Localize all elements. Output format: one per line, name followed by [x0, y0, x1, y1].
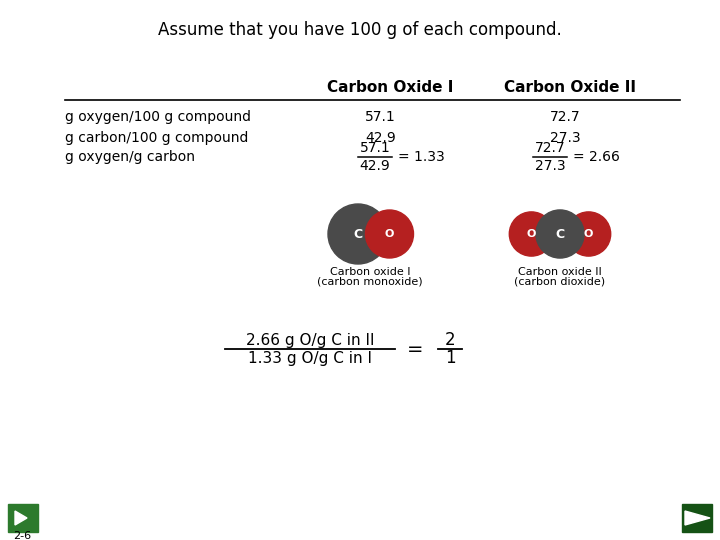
- Text: 57.1: 57.1: [359, 141, 390, 155]
- Text: 42.9: 42.9: [365, 131, 396, 145]
- Text: 2.66 g O/g C in II: 2.66 g O/g C in II: [246, 333, 374, 348]
- Text: 57.1: 57.1: [365, 110, 396, 124]
- Text: 2: 2: [445, 331, 455, 349]
- Ellipse shape: [536, 210, 584, 258]
- Text: Carbon oxide II: Carbon oxide II: [518, 267, 602, 277]
- Text: O: O: [584, 229, 593, 239]
- Text: g carbon/100 g compound: g carbon/100 g compound: [65, 131, 248, 145]
- Text: 72.7: 72.7: [535, 141, 565, 155]
- Bar: [682, 504, 712, 532]
- Text: 27.3: 27.3: [535, 159, 565, 173]
- Text: 27.3: 27.3: [550, 131, 580, 145]
- Polygon shape: [15, 511, 27, 525]
- Text: Carbon Oxide II: Carbon Oxide II: [504, 80, 636, 96]
- Text: 1.33 g O/g C in I: 1.33 g O/g C in I: [248, 350, 372, 366]
- Ellipse shape: [509, 212, 554, 256]
- Text: Carbon Oxide I: Carbon Oxide I: [327, 80, 453, 96]
- Text: 72.7: 72.7: [550, 110, 580, 124]
- Ellipse shape: [328, 204, 388, 264]
- Text: O: O: [384, 229, 394, 239]
- Polygon shape: [14, 510, 30, 526]
- Text: g oxygen/100 g compound: g oxygen/100 g compound: [65, 110, 251, 124]
- Text: Assume that you have 100 g of each compound.: Assume that you have 100 g of each compo…: [158, 21, 562, 39]
- Text: C: C: [354, 227, 363, 240]
- Text: (carbon monoxide): (carbon monoxide): [318, 277, 423, 287]
- Text: 2-6: 2-6: [13, 531, 31, 540]
- Text: O: O: [527, 229, 536, 239]
- Text: =: =: [407, 340, 423, 359]
- Text: 42.9: 42.9: [359, 159, 390, 173]
- Text: = 1.33: = 1.33: [398, 150, 445, 164]
- Polygon shape: [685, 511, 710, 525]
- Text: Carbon oxide I: Carbon oxide I: [330, 267, 410, 277]
- Bar: [8, 504, 38, 532]
- Text: (carbon dioxide): (carbon dioxide): [514, 277, 606, 287]
- Text: 1: 1: [445, 349, 455, 367]
- Text: = 2.66: = 2.66: [573, 150, 620, 164]
- Ellipse shape: [366, 210, 413, 258]
- Ellipse shape: [567, 212, 611, 256]
- Text: C: C: [555, 227, 564, 240]
- Text: g oxygen/g carbon: g oxygen/g carbon: [65, 150, 195, 164]
